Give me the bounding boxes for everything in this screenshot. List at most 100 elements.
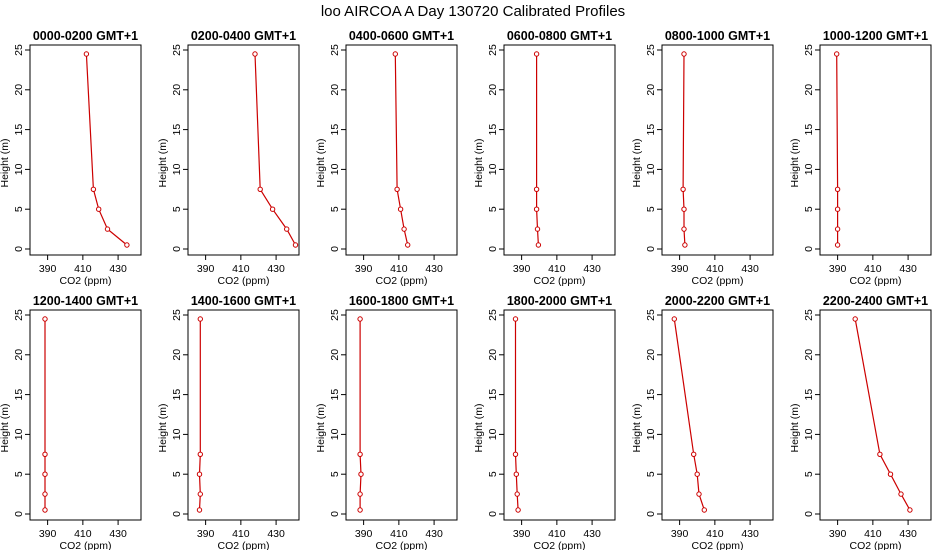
y-tick-label: 25 (803, 44, 815, 56)
plot-frame (503, 309, 616, 521)
profile-line (535, 54, 539, 246)
plot-frame (187, 309, 300, 521)
y-tick-label: 10 (13, 428, 25, 440)
y-tick-label: 20 (13, 349, 25, 361)
panel-title: 0800-1000 GMT+1 (665, 29, 770, 43)
panel-title: 2000-2200 GMT+1 (665, 294, 770, 308)
data-point (535, 242, 542, 248)
x-tick-label: 410 (232, 528, 250, 540)
profile-line (85, 53, 128, 246)
x-tick-label: 410 (390, 528, 408, 540)
y-tick-label: 10 (329, 428, 341, 440)
x-tick-label: 410 (74, 528, 92, 540)
y-tick-label: 0 (171, 511, 183, 517)
panel-title: 1800-2000 GMT+1 (507, 294, 612, 308)
data-point (671, 316, 677, 322)
y-tick-label: 15 (645, 124, 657, 136)
x-tick-label: 410 (548, 528, 566, 540)
y-tick-label: 20 (487, 349, 499, 361)
y-axis-label: Height (m) (789, 403, 801, 452)
x-tick-label: 390 (197, 263, 215, 275)
panel-title: 0200-0400 GMT+1 (191, 29, 296, 43)
y-tick-label: 20 (329, 349, 341, 361)
x-tick-label: 390 (671, 528, 689, 540)
y-tick-label: 15 (803, 124, 815, 136)
data-point (514, 491, 520, 497)
data-point (696, 491, 702, 497)
y-tick-label: 25 (13, 44, 25, 56)
y-axis-label: Height (m) (473, 138, 485, 187)
y-tick-label: 15 (487, 389, 499, 401)
x-tick-label: 430 (267, 263, 285, 275)
y-tick-label: 25 (645, 309, 657, 321)
y-tick-label: 0 (487, 246, 499, 252)
y-tick-label: 25 (645, 44, 657, 56)
data-point (405, 242, 411, 248)
x-tick-label: 430 (583, 263, 601, 275)
data-point (42, 491, 48, 497)
y-tick-label: 20 (171, 84, 183, 96)
y-axis-label: Height (m) (157, 403, 169, 452)
data-point (124, 242, 130, 248)
data-point (401, 226, 407, 232)
data-point (701, 507, 707, 513)
profile-line (514, 319, 519, 511)
y-tick-label: 25 (487, 309, 499, 321)
data-point (397, 206, 404, 212)
plot-frame (661, 309, 774, 521)
plot-frame (661, 44, 774, 256)
x-tick-label: 410 (232, 263, 250, 275)
y-tick-label: 25 (329, 44, 341, 56)
data-point (392, 51, 398, 57)
y-tick-label: 10 (329, 163, 341, 175)
x-tick-label: 390 (39, 263, 57, 275)
y-tick-label: 5 (487, 471, 499, 477)
y-tick-label: 20 (645, 84, 657, 96)
x-tick-label: 410 (864, 263, 882, 275)
x-axis-label: CO2 (ppm) (218, 540, 270, 550)
y-tick-label: 5 (329, 206, 341, 212)
x-tick-label: 390 (829, 263, 847, 275)
data-point (357, 507, 363, 513)
profile-line (394, 53, 409, 246)
y-axis-label: Height (m) (631, 138, 643, 187)
y-tick-label: 5 (13, 206, 25, 212)
profile-line (682, 53, 686, 246)
y-tick-label: 0 (487, 511, 499, 517)
y-tick-label: 20 (803, 349, 815, 361)
data-point (197, 451, 204, 457)
y-tick-label: 5 (13, 471, 25, 477)
x-tick-label: 430 (425, 528, 443, 540)
x-axis-label: CO2 (ppm) (218, 275, 270, 287)
data-point (42, 471, 48, 477)
x-axis-label: CO2 (ppm) (376, 275, 428, 287)
y-tick-label: 15 (803, 389, 815, 401)
panel-title: 0400-0600 GMT+1 (349, 29, 454, 43)
data-point (907, 507, 913, 513)
x-tick-label: 430 (741, 528, 759, 540)
panel-title: 2200-2400 GMT+1 (823, 294, 928, 308)
y-tick-label: 15 (13, 389, 25, 401)
y-tick-label: 5 (803, 471, 815, 477)
profile-line (359, 319, 362, 510)
y-axis-label: Height (m) (315, 403, 327, 452)
data-point (877, 451, 883, 457)
data-point (357, 316, 363, 322)
profile-line (254, 53, 297, 246)
y-tick-label: 20 (487, 84, 499, 96)
y-tick-label: 15 (487, 124, 499, 136)
data-point (357, 491, 363, 497)
x-tick-label: 430 (425, 263, 443, 275)
data-point (394, 186, 400, 193)
x-tick-label: 390 (197, 528, 215, 540)
x-tick-label: 410 (706, 263, 724, 275)
x-tick-label: 430 (109, 528, 127, 540)
y-axis-label: Height (m) (0, 138, 11, 187)
y-axis-label: Height (m) (0, 403, 11, 452)
plot-frame (187, 44, 300, 256)
x-tick-label: 430 (899, 528, 917, 540)
y-tick-label: 0 (329, 511, 341, 517)
